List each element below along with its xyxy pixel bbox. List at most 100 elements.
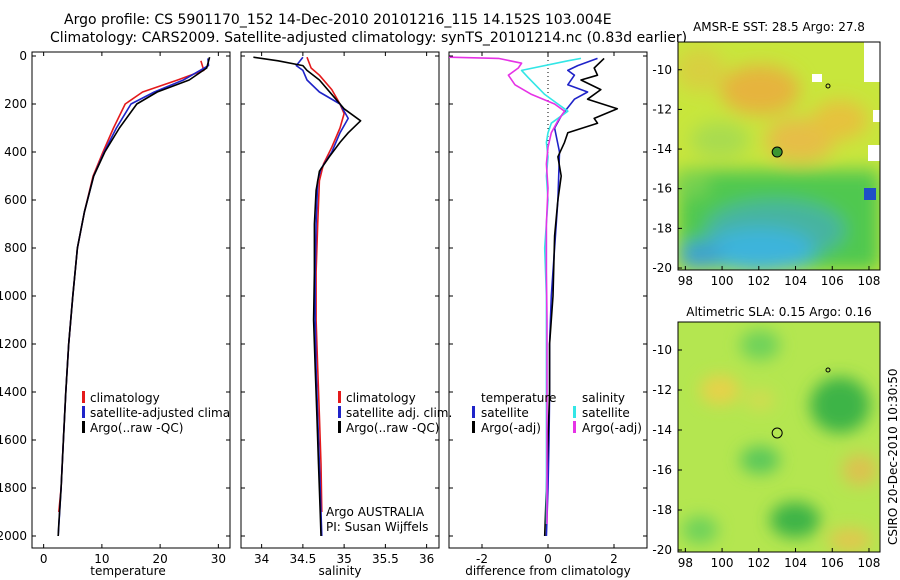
series-line-temperature-argo-adj bbox=[543, 57, 619, 537]
legend-label-satellite-adjusted: satellite-adjusted climatology bbox=[90, 406, 268, 420]
depth-tick-label: 1000 bbox=[0, 289, 27, 303]
x-tick-label: 0 bbox=[544, 552, 552, 566]
lon-tick-label: 98 bbox=[678, 274, 693, 288]
legend-swatch-climatology bbox=[82, 391, 85, 403]
x-tick-label: 20 bbox=[152, 552, 167, 566]
sla-map: Altimetric SLA: 0.15 Argo: 0.16 98 100 102… bbox=[652, 305, 881, 570]
series-line-climatology bbox=[58, 60, 205, 513]
salinity-panel-frame bbox=[240, 51, 440, 549]
map-point-marker bbox=[825, 83, 831, 89]
legend-label-sal-argo: Argo(-adj) bbox=[582, 421, 642, 435]
x-tick-label: 34.5 bbox=[290, 552, 317, 566]
depth-axis: 0 200 400 600 800 1000 1200 1400 1600 1800 2000 bbox=[0, 49, 27, 543]
x-tick-label: 30 bbox=[211, 552, 226, 566]
salinity-axis-label: salinity bbox=[318, 564, 361, 578]
depth-tick-label: 200 bbox=[4, 97, 27, 111]
lat-tick-label: -10 bbox=[652, 343, 672, 357]
depth-tick-label: 800 bbox=[4, 241, 27, 255]
lat-tick-label: -18 bbox=[652, 503, 672, 517]
annotation-argo-australia: Argo AUSTRALIA bbox=[326, 505, 425, 519]
legend-label-temp-argo: Argo(-adj) bbox=[481, 421, 541, 435]
salinity-legend: climatology satellite adj. clim. Argo(..… bbox=[338, 391, 452, 435]
x-tick-label: 0 bbox=[40, 552, 48, 566]
legend-label-climatology: climatology bbox=[346, 391, 416, 405]
legend-swatch-argo bbox=[338, 421, 341, 433]
legend-title-temperature: temperature bbox=[481, 391, 556, 405]
difference-legend: temperature satellite Argo(-adj) salinit… bbox=[472, 391, 642, 435]
depth-tick-label: 1200 bbox=[0, 337, 27, 351]
salinity-panel: 34 34.5 35 35.5 36 salinity climatology sate… bbox=[240, 51, 452, 578]
sst-map-title: AMSR-E SST: 28.5 Argo: 27.8 bbox=[693, 20, 865, 34]
temperature-axis-label: temperature bbox=[90, 564, 165, 578]
x-tick-label: 34 bbox=[254, 552, 269, 566]
x-tick-label: 10 bbox=[94, 552, 109, 566]
lon-tick-label: 104 bbox=[784, 556, 807, 570]
legend-label-temp-satellite: satellite bbox=[481, 406, 529, 420]
annotation-pi-name: PI: Susan Wijffels bbox=[326, 520, 428, 534]
legend-swatch-temp-argo bbox=[472, 421, 475, 433]
legend-swatch-argo bbox=[82, 421, 85, 433]
series-line-temperature-satellite bbox=[545, 57, 598, 537]
lon-tick-label: 104 bbox=[784, 274, 807, 288]
x-tick-label: 36 bbox=[419, 552, 434, 566]
lat-tick-label: -20 bbox=[652, 543, 672, 557]
sla-map-title: Altimetric SLA: 0.15 Argo: 0.16 bbox=[686, 305, 871, 319]
depth-tick-label: 1800 bbox=[0, 481, 27, 495]
lon-tick-label: 102 bbox=[747, 274, 770, 288]
difference-panel: -2 0 2 difference from climatology tempera… bbox=[448, 51, 648, 578]
legend-swatch-satellite-adjusted bbox=[82, 406, 85, 418]
lon-tick-label: 100 bbox=[711, 274, 734, 288]
temperature-panel: 0 10 20 30 temperature climatology satellit… bbox=[31, 51, 268, 578]
argo-position-marker bbox=[771, 146, 783, 158]
argo-position-marker bbox=[771, 427, 783, 439]
depth-tick-label: 1400 bbox=[0, 385, 27, 399]
legend-label-climatology: climatology bbox=[90, 391, 160, 405]
depth-tick-label: 400 bbox=[4, 145, 27, 159]
legend-title-salinity: salinity bbox=[582, 391, 625, 405]
temperature-panel-frame bbox=[31, 51, 231, 549]
difference-axis-label: difference from climatology bbox=[465, 564, 631, 578]
legend-swatch-satellite-adj bbox=[338, 406, 341, 418]
depth-tick-label: 2000 bbox=[0, 529, 27, 543]
lat-tick-label: -10 bbox=[652, 63, 672, 77]
sla-map-field bbox=[678, 322, 880, 552]
lon-tick-label: 108 bbox=[858, 556, 881, 570]
lon-tick-label: 98 bbox=[678, 556, 693, 570]
legend-swatch-temp-satellite bbox=[472, 406, 475, 418]
depth-tick-label: 600 bbox=[4, 193, 27, 207]
lon-tick-label: 106 bbox=[821, 274, 844, 288]
depth-tick-label: 0 bbox=[19, 49, 27, 63]
x-tick-label: 35 bbox=[336, 552, 351, 566]
legend-swatch-sal-argo bbox=[573, 421, 576, 433]
lat-tick-label: -20 bbox=[652, 261, 672, 275]
legend-label-argo: Argo(..raw -QC) bbox=[90, 421, 183, 435]
map-point-marker bbox=[825, 367, 831, 373]
x-tick-label: 35.5 bbox=[372, 552, 399, 566]
temperature-legend: climatology satellite-adjusted climatolo… bbox=[82, 391, 268, 435]
legend-swatch-sal-satellite bbox=[573, 406, 576, 418]
credit-text: CSIRO 20-Dec-2010 10:30:50 bbox=[886, 368, 900, 545]
lat-tick-label: -16 bbox=[652, 182, 672, 196]
lat-tick-label: -14 bbox=[652, 423, 672, 437]
header-line-2: Climatology: CARS2009. Satellite-adjuste… bbox=[50, 30, 687, 46]
lon-tick-label: 108 bbox=[858, 274, 881, 288]
lat-tick-label: -14 bbox=[652, 142, 672, 156]
legend-label-argo: Argo(..raw -QC) bbox=[346, 421, 439, 435]
lat-tick-label: -12 bbox=[652, 102, 672, 116]
series-line-argo-raw-qc bbox=[57, 56, 211, 537]
lat-tick-label: -18 bbox=[652, 221, 672, 235]
header-line-1: Argo profile: CS 5901170_152 14-Dec-2010… bbox=[64, 12, 612, 28]
lon-tick-label: 106 bbox=[821, 556, 844, 570]
series-line-climatology bbox=[306, 56, 345, 513]
legend-swatch-climatology bbox=[338, 391, 341, 403]
lon-tick-label: 100 bbox=[711, 556, 734, 570]
sst-map: AMSR-E SST: 28.5 Argo: 27.8 98 100 10 bbox=[652, 20, 881, 288]
depth-tick-label: 1600 bbox=[0, 433, 27, 447]
series-line-argo-raw-qc bbox=[253, 56, 362, 537]
x-tick-label: 2 bbox=[610, 552, 618, 566]
series-line-satellite-adjusted-climatology bbox=[57, 58, 210, 537]
lon-tick-label: 102 bbox=[747, 556, 770, 570]
legend-label-sal-satellite: satellite bbox=[582, 406, 630, 420]
lat-tick-label: -16 bbox=[652, 463, 672, 477]
